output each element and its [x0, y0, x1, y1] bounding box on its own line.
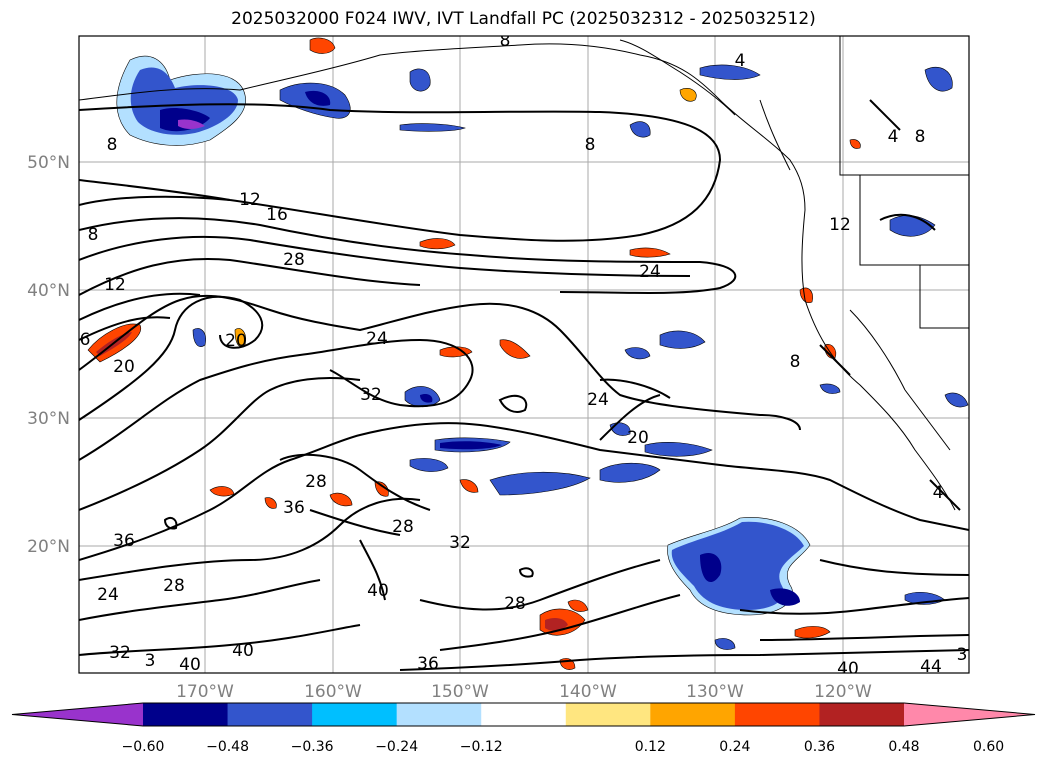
- contour-label: 44: [920, 657, 942, 677]
- iwv-contours: [79, 99, 969, 671]
- contour-label: 28: [283, 250, 305, 270]
- contour-label: 32: [109, 643, 131, 663]
- contour-label: 24: [587, 390, 609, 410]
- contour-label: 8: [88, 225, 99, 245]
- longitude-label: 130°W: [686, 682, 744, 702]
- contour-label: 40: [232, 641, 254, 661]
- longitude-label: 120°W: [814, 682, 872, 702]
- colorbar-extend-min: [12, 703, 143, 726]
- contour-label: 40: [179, 655, 201, 675]
- map-title: 2025032000 F024 IWV, IVT Landfall PC (20…: [231, 9, 816, 29]
- contour-label: 20: [113, 357, 135, 377]
- colorbar-segment: [565, 703, 651, 726]
- colorbar-extend-max: [904, 703, 1035, 726]
- contour-label: 4: [933, 483, 944, 503]
- coastlines: [79, 36, 969, 511]
- contour-label: 32: [360, 385, 382, 405]
- colorbar-tick-label: −0.48: [206, 739, 249, 755]
- contour-label: 8: [790, 352, 801, 372]
- contour-label: 28: [163, 576, 185, 596]
- contour-label: 12: [829, 215, 851, 235]
- latitude-axis: 50°N 40°N 30°N 20°N: [27, 153, 70, 557]
- contour-label: 3: [957, 645, 968, 665]
- latitude-label: 40°N: [27, 281, 70, 301]
- colorbar-segment: [819, 703, 905, 726]
- colorbar-tick-label: −0.36: [291, 739, 334, 755]
- contour-label: 40: [837, 659, 859, 679]
- colorbar-tick-label: 0.48: [888, 739, 919, 755]
- contour-label: 36: [417, 654, 439, 674]
- contour-label: 20: [627, 428, 649, 448]
- colorbar-segment: [734, 703, 820, 726]
- latitude-label: 50°N: [27, 153, 70, 173]
- latitude-label: 30°N: [27, 409, 70, 429]
- map-panel: 8 8 4 4 8 8 12 16 28 24 12 8 12 6 20 20 …: [79, 31, 969, 679]
- contour-label: 36: [283, 498, 305, 518]
- colorbar-outline: [11, 702, 1036, 727]
- colorbar-segment: [650, 703, 736, 726]
- colorbar-tick-label: −0.24: [375, 739, 418, 755]
- contour-label: 28: [392, 517, 414, 537]
- contour-label: 4: [888, 127, 899, 147]
- map-frame: [78, 35, 970, 674]
- contour-label: 3: [145, 651, 156, 671]
- colorbar-tick-labels: −0.60 −0.48 −0.36 −0.24 −0.12 0.12 0.24 0.36 0.4…: [122, 739, 1005, 755]
- colorbar-tick-label: 0.12: [635, 739, 666, 755]
- latitude-label: 20°N: [27, 537, 70, 557]
- colorbar-segment: [481, 703, 567, 726]
- contour-label: 16: [266, 205, 288, 225]
- contour-label: 28: [504, 594, 526, 614]
- longitude-label: 160°W: [304, 682, 362, 702]
- contour-label: 4: [735, 51, 746, 71]
- contour-label: 6: [80, 330, 91, 350]
- contour-label: 28: [305, 472, 327, 492]
- longitude-label: 170°W: [176, 682, 234, 702]
- colorbar-segment: [143, 703, 229, 726]
- contour-label: 8: [500, 31, 511, 51]
- contour-label: 40: [367, 581, 389, 601]
- contour-label: 24: [97, 585, 119, 605]
- contour-label-group: 8 8 4 4 8 8 12 16 28 24 12 8 12 6 20 20 …: [80, 31, 968, 679]
- contour-label: 32: [449, 533, 471, 553]
- colorbar-tick-label: 0.36: [804, 739, 835, 755]
- colorbar-segment: [227, 703, 313, 726]
- colorbar-segment: [312, 703, 398, 726]
- colorbar-segment: [396, 703, 482, 726]
- contour-label: 8: [915, 127, 926, 147]
- contour-label: 12: [239, 190, 261, 210]
- contour-label: 36: [113, 531, 135, 551]
- contour-label: 24: [639, 262, 661, 282]
- colorbar-tick-label: 0.60: [973, 739, 1004, 755]
- colorbar-tick-label: 0.24: [719, 739, 750, 755]
- longitude-label: 140°W: [559, 682, 617, 702]
- contour-label: 8: [585, 135, 596, 155]
- colorbar-tick-label: −0.12: [460, 739, 503, 755]
- contour-label: 12: [104, 275, 126, 295]
- colorbar-tick-label: −0.60: [122, 739, 165, 755]
- contour-label: 8: [107, 135, 118, 155]
- contour-label: 20: [225, 331, 247, 351]
- colorbar: [11, 702, 1036, 727]
- longitude-label: 150°W: [431, 682, 489, 702]
- longitude-axis: 170°W 160°W 150°W 140°W 130°W 120°W: [176, 682, 872, 702]
- contour-label: 24: [366, 329, 388, 349]
